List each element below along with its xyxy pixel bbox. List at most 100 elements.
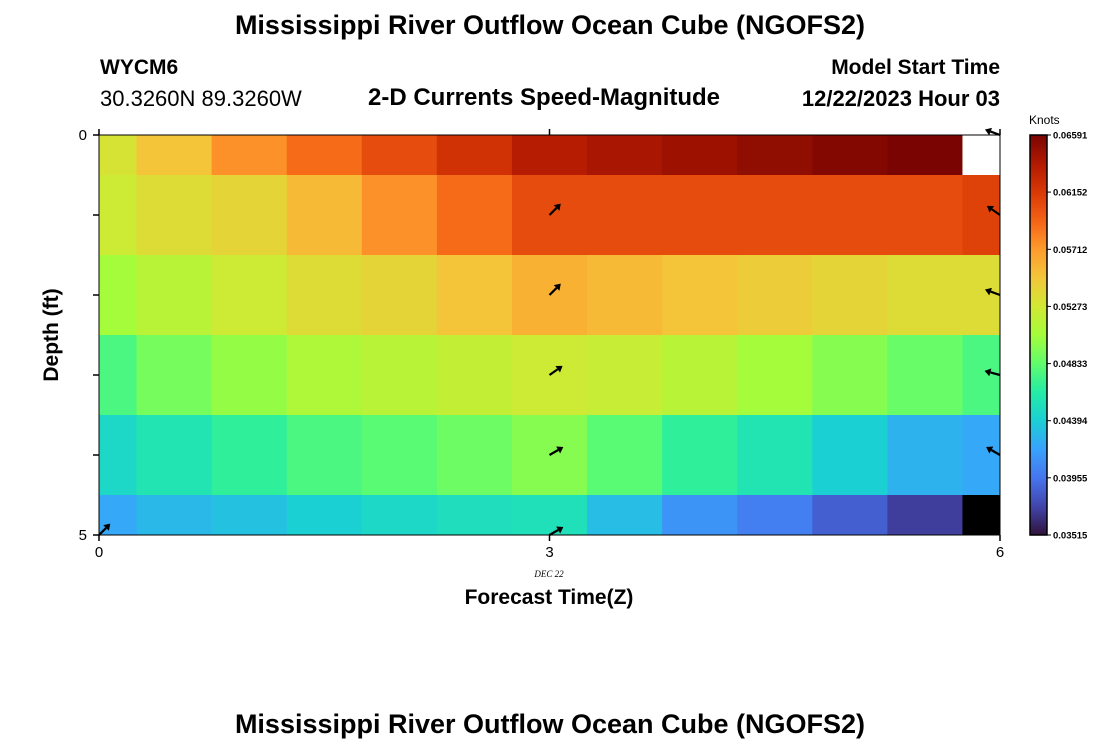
chart-subtitle: 2-D Currents Speed-Magnitude — [368, 84, 721, 111]
current-vector-arrow — [548, 526, 564, 536]
x-tick-label: 3 — [545, 544, 553, 561]
colorbar-tick-label: 0.05273 — [1053, 302, 1087, 313]
heatmap-cell — [737, 335, 813, 416]
heatmap-cell — [286, 135, 363, 176]
heatmap-cell — [962, 415, 1001, 496]
heatmap-cell — [361, 335, 438, 416]
heatmap-cell — [511, 135, 588, 176]
heatmap-cell — [211, 175, 288, 256]
heatmap-cell — [136, 255, 213, 336]
x-date-label: DEC 22 — [533, 569, 564, 579]
y-tick-label: 5 — [79, 527, 87, 544]
heatmap-cell — [737, 175, 813, 256]
heatmap-cell — [361, 415, 438, 496]
current-vectors — [98, 127, 1001, 536]
heatmap-cell — [812, 335, 888, 416]
current-vector-arrow — [984, 287, 1001, 297]
heatmap-cell — [662, 255, 738, 336]
current-vector-arrow — [984, 127, 1001, 137]
current-vector-arrow — [984, 368, 1001, 377]
heatmap-cell — [887, 415, 963, 496]
colorbar-gradient — [1029, 134, 1048, 536]
heatmap-cell — [99, 135, 138, 176]
heatmap-cell — [286, 335, 363, 416]
heatmap-cell — [812, 495, 888, 536]
current-vector-arrow — [548, 203, 561, 216]
current-vector-arrow — [986, 446, 1001, 456]
page-title-repeat: Mississippi River Outflow Ocean Cube (NG… — [234, 709, 866, 739]
heatmap-cell — [361, 175, 438, 256]
heatmap-cell — [587, 335, 663, 416]
heatmap-cell — [887, 495, 963, 536]
heatmap-cell — [511, 495, 588, 536]
heatmap-cell — [286, 255, 363, 336]
colorbar-tick-label: 0.03515 — [1053, 531, 1088, 542]
heatmap-cell — [286, 415, 363, 496]
x-axis-title: Forecast Time(Z) — [465, 586, 634, 609]
colorbar-tick-label: 0.04394 — [1053, 416, 1088, 427]
colorbar-tick-label: 0.06152 — [1053, 188, 1087, 199]
heatmap-cell — [211, 335, 288, 416]
heatmap-cell — [436, 415, 513, 496]
model-start-label: Model Start Time — [831, 56, 1000, 79]
heatmap-cell — [662, 175, 738, 256]
heatmap-cell — [436, 175, 513, 256]
colorbar-label: Knots — [1029, 113, 1060, 127]
heatmap-cell — [662, 415, 738, 496]
heatmap-cell — [436, 255, 513, 336]
heatmap-cell — [962, 255, 1001, 336]
y-axis-title: Depth (ft) — [40, 288, 63, 381]
heatmap-cell — [662, 495, 738, 536]
heatmap-cell — [737, 255, 813, 336]
heatmap-cell — [812, 255, 888, 336]
heatmap-cell — [361, 255, 438, 336]
heatmap-cell — [211, 255, 288, 336]
heatmap-cell — [99, 255, 138, 336]
heatmap-cell — [587, 415, 663, 496]
heatmap-cell — [737, 135, 813, 176]
colorbar-tick-label: 0.04833 — [1053, 359, 1087, 370]
current-vector-arrow — [548, 446, 564, 456]
heatmap-cell — [962, 335, 1001, 416]
heatmap-cell — [211, 495, 288, 536]
heatmap-cell — [436, 495, 513, 536]
model-start-value: 12/22/2023 Hour 03 — [801, 86, 1000, 111]
heatmap-cell — [587, 255, 663, 336]
heatmap-cell — [587, 175, 663, 256]
current-vector-arrow — [548, 283, 561, 296]
heatmap-cell — [99, 415, 138, 496]
heatmap-cell — [136, 175, 213, 256]
heatmap-cell — [286, 495, 363, 536]
heatmap-cell — [136, 135, 213, 176]
heatmap-cell — [361, 135, 438, 176]
page-title: Mississippi River Outflow Ocean Cube (NG… — [234, 10, 866, 40]
heatmap-cell — [211, 135, 288, 176]
heatmap-cell — [887, 135, 963, 176]
x-tick-label: 0 — [95, 544, 103, 561]
colorbar-tick-label: 0.03955 — [1053, 473, 1088, 484]
heatmap-cell — [962, 175, 1001, 256]
heatmap-cell — [737, 495, 813, 536]
heatmap-cell — [361, 495, 438, 536]
colorbar-tick-label: 0.05712 — [1053, 245, 1087, 256]
heatmap-cell — [962, 135, 1001, 176]
heatmap-cell — [99, 175, 138, 256]
heatmap-chart: 0 3 605 Forecast Time(Z) DEC 22 Depth (ft)… — [40, 113, 1088, 609]
heatmap-cell — [136, 335, 213, 416]
current-vector-arrow — [98, 523, 111, 536]
heatmap-cell — [136, 415, 213, 496]
heatmap-cell — [812, 135, 888, 176]
heatmap-cell — [99, 335, 138, 416]
heatmap-cells — [99, 135, 1001, 536]
heatmap-cell — [587, 135, 663, 176]
heatmap-cell — [286, 175, 363, 256]
axes: 0 3 605 — [79, 127, 1005, 561]
heatmap-cell — [887, 175, 963, 256]
heatmap-cell — [887, 335, 963, 416]
station-id: WYCM6 — [100, 56, 179, 79]
heatmap-cell — [962, 495, 1001, 536]
heatmap-cell — [662, 135, 738, 176]
colorbar: 0.06591 0.06152 0.05712 0.05273 0.04833 0.043… — [1029, 131, 1088, 542]
station-coordinates: 30.3260N 89.3260W — [100, 86, 302, 111]
x-tick-label: 6 — [996, 544, 1004, 561]
